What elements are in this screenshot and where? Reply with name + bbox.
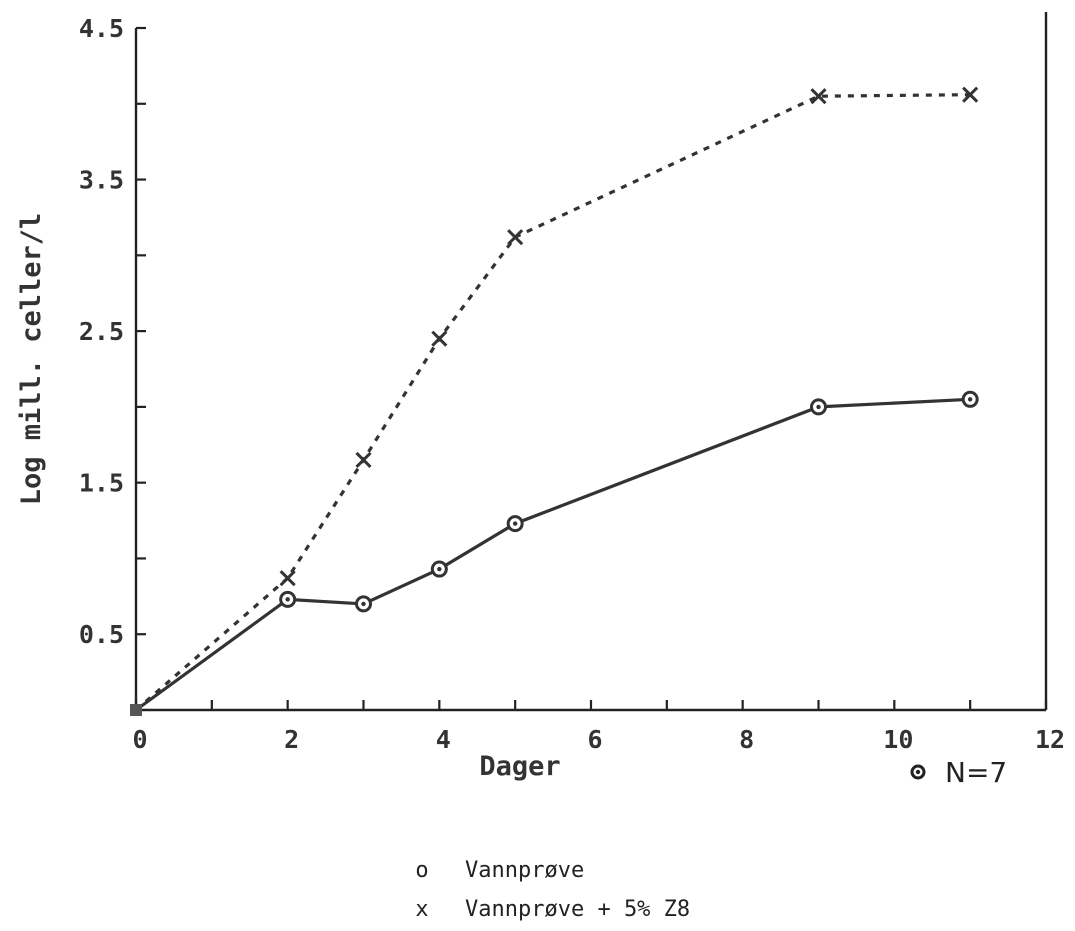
legend-symbol-cross: x [415, 897, 428, 922]
data-point-circle-center [285, 597, 290, 602]
sample-size-label: N=7 [945, 756, 1007, 789]
series-layer [130, 86, 979, 716]
x-tick-label: 4 [436, 725, 451, 754]
ticks: 0 2 4 6 8 10 12 0.5 1.5 2.5 3.5 4.5 [79, 14, 1065, 754]
x-tick-label: 8 [739, 725, 754, 754]
data-point-circle-center [361, 601, 366, 607]
data-point-circle-center [967, 397, 973, 402]
sample-size-note: N=7 [910, 756, 1007, 789]
y-tick-label: 4.5 [79, 14, 124, 43]
data-point-cross [431, 330, 448, 347]
y-tick-label: 2.5 [79, 317, 124, 346]
data-point-cross [507, 229, 524, 246]
data-point-circle-center [816, 404, 821, 410]
data-point-cross [810, 88, 827, 105]
axes [134, 12, 1048, 712]
series-2 [130, 86, 979, 716]
legend: o Vannprøve x Vannprøve + 5% Z8 [415, 858, 690, 922]
y-tick-label: 1.5 [79, 469, 124, 498]
y-tick-label: 3.5 [79, 166, 124, 195]
x-tick-label: 10 [883, 725, 913, 754]
data-point-cross [355, 451, 372, 468]
x-axis-label: Dager [479, 751, 560, 782]
sample-marker-dot [915, 769, 921, 775]
data-point-origin [130, 704, 142, 716]
x-tick-label: 12 [1035, 725, 1065, 754]
x-tick-label: 2 [284, 725, 299, 754]
series-line [135, 397, 971, 712]
legend-label-water-sample: Vannprøve [465, 858, 584, 883]
data-point-cross [279, 570, 296, 587]
data-point-circle-center [437, 566, 442, 572]
x-tick-label: 0 [132, 725, 147, 754]
legend-label-water-sample-z8: Vannprøve + 5% Z8 [465, 897, 690, 922]
y-axis-label: Log mill. celler/l [16, 213, 47, 506]
data-point-circle-center [512, 521, 518, 526]
y-tick-label: 0.5 [79, 620, 124, 649]
x-tick-label: 6 [587, 725, 602, 754]
data-point-cross [962, 86, 979, 103]
series-1 [130, 390, 979, 716]
legend-symbol-circle: o [415, 858, 428, 883]
